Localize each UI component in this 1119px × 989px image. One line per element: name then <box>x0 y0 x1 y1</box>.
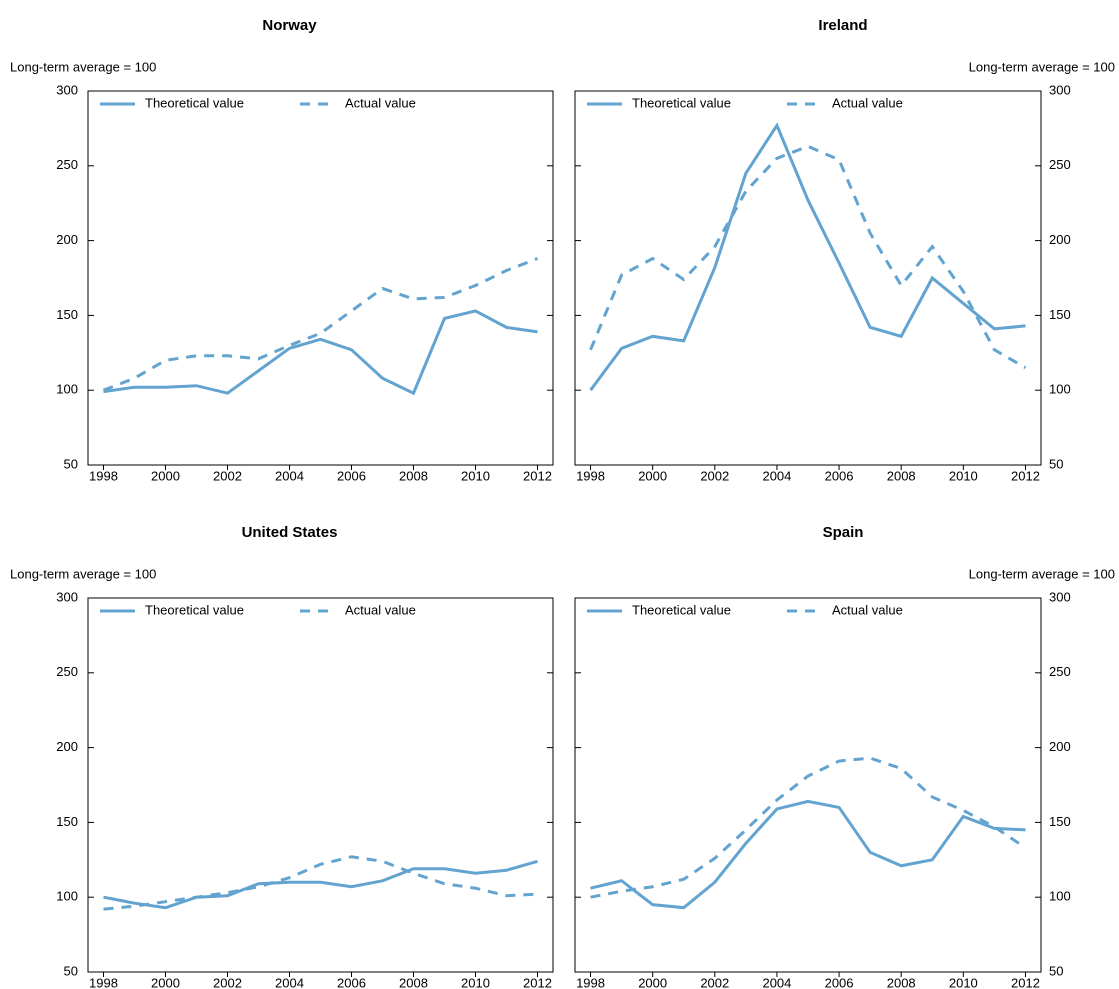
legend-label: Actual value <box>832 95 903 110</box>
y-tick-label: 200 <box>56 232 78 247</box>
x-tick-label: 2000 <box>638 468 667 483</box>
x-tick-label: 2004 <box>762 468 791 483</box>
x-tick-label: 1998 <box>89 468 118 483</box>
legend-label: Actual value <box>345 602 416 617</box>
data-line <box>589 144 1027 370</box>
y-tick-label: 300 <box>56 82 78 97</box>
legend-label: Theoretical value <box>145 95 244 110</box>
y-tick-label: 200 <box>1049 232 1071 247</box>
legend-label: Theoretical value <box>145 602 244 617</box>
y-tick-label: 300 <box>1049 589 1071 604</box>
y-tick-label: 100 <box>1049 382 1071 397</box>
x-tick-label: 2000 <box>151 468 180 483</box>
data-line <box>103 855 538 911</box>
x-tick-label: 2002 <box>700 468 729 483</box>
x-tick-label: 2012 <box>523 468 552 483</box>
plot-frame <box>574 90 1042 466</box>
y-tick-label: 100 <box>56 889 78 904</box>
y-tick-label: 100 <box>56 382 78 397</box>
x-tick-label: 2012 <box>1011 468 1040 483</box>
y-tick-label: 200 <box>56 739 78 754</box>
x-tick-label: 2008 <box>399 468 428 483</box>
plot-frame <box>87 90 554 466</box>
x-tick-label: 2000 <box>638 975 667 989</box>
y-tick-label: 50 <box>64 963 78 978</box>
y-tick-label: 250 <box>1049 157 1071 172</box>
y-tick-label: 150 <box>1049 814 1071 829</box>
y-tick-label: 100 <box>1049 889 1071 904</box>
chart-title: Spain <box>823 524 864 541</box>
x-tick-label: 2004 <box>275 468 304 483</box>
y-tick-label: 250 <box>56 664 78 679</box>
data-line <box>589 122 1026 392</box>
y-axis-label: Long-term average = 100 <box>969 566 1115 581</box>
x-tick-label: 2004 <box>762 975 791 989</box>
x-tick-label: 2006 <box>825 468 854 483</box>
y-tick-label: 150 <box>56 814 78 829</box>
y-tick-label: 150 <box>56 307 78 322</box>
y-tick-label: 300 <box>56 589 78 604</box>
data-line <box>103 859 538 910</box>
y-tick-label: 300 <box>1049 82 1071 97</box>
y-tick-label: 250 <box>56 157 78 172</box>
x-tick-label: 2006 <box>337 468 366 483</box>
data-line <box>590 799 1026 910</box>
plot-frame <box>87 597 554 973</box>
x-tick-label: 2012 <box>1011 975 1040 989</box>
x-tick-label: 2006 <box>825 975 854 989</box>
data-line <box>590 756 1027 899</box>
x-tick-label: 2010 <box>949 975 978 989</box>
chart-title: Ireland <box>818 17 867 34</box>
y-axis-label: Long-term average = 100 <box>10 566 156 581</box>
x-tick-label: 2010 <box>949 468 978 483</box>
legend-label: Actual value <box>832 602 903 617</box>
legend-label: Theoretical value <box>632 602 731 617</box>
data-line <box>103 309 538 396</box>
legend-label: Theoretical value <box>632 95 731 110</box>
y-axis-label: Long-term average = 100 <box>10 59 156 74</box>
x-tick-label: 2006 <box>337 975 366 989</box>
data-line <box>102 257 539 392</box>
x-tick-label: 1998 <box>576 468 605 483</box>
y-tick-label: 50 <box>1049 456 1063 471</box>
y-tick-label: 200 <box>1049 739 1071 754</box>
y-tick-label: 50 <box>64 456 78 471</box>
x-tick-label: 1998 <box>576 975 605 989</box>
y-axis-label: Long-term average = 100 <box>969 59 1115 74</box>
chart-title: Norway <box>262 17 317 34</box>
plot-frame <box>574 597 1042 973</box>
x-tick-label: 2002 <box>213 468 242 483</box>
x-tick-label: 2002 <box>700 975 729 989</box>
y-tick-label: 50 <box>1049 963 1063 978</box>
x-tick-label: 2008 <box>887 468 916 483</box>
x-tick-label: 2008 <box>399 975 428 989</box>
x-tick-label: 2010 <box>461 468 490 483</box>
x-tick-label: 2002 <box>213 975 242 989</box>
x-tick-label: 2010 <box>461 975 490 989</box>
x-tick-label: 2012 <box>523 975 552 989</box>
x-tick-label: 2000 <box>151 975 180 989</box>
y-tick-label: 250 <box>1049 664 1071 679</box>
legend-label: Actual value <box>345 95 416 110</box>
x-tick-label: 2008 <box>887 975 916 989</box>
x-tick-label: 2004 <box>275 975 304 989</box>
y-tick-label: 150 <box>1049 307 1071 322</box>
x-tick-label: 1998 <box>89 975 118 989</box>
chart-title: United States <box>242 524 338 541</box>
